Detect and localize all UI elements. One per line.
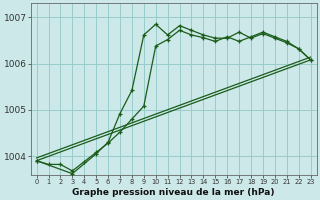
X-axis label: Graphe pression niveau de la mer (hPa): Graphe pression niveau de la mer (hPa) xyxy=(72,188,275,197)
